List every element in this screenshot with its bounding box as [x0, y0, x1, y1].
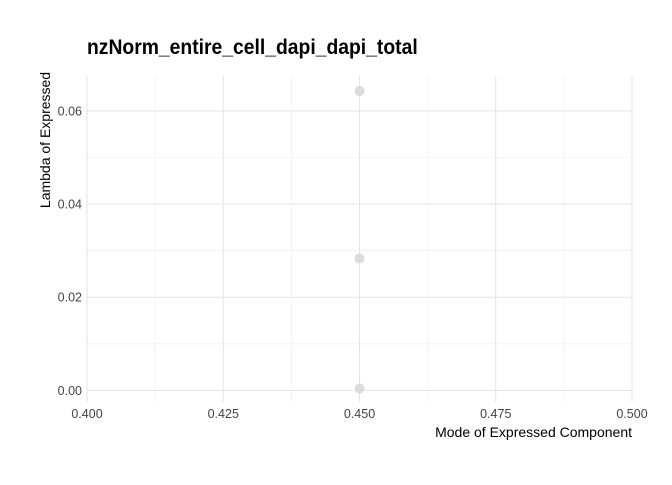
data-point [354, 383, 365, 394]
data-points [354, 85, 365, 394]
x-tick-label: 0.425 [208, 407, 239, 421]
x-tick-label: 0.400 [71, 407, 102, 421]
y-tick-label: 0.04 [58, 198, 82, 212]
x-tick-label: 0.475 [480, 407, 511, 421]
x-tick-label: 0.450 [344, 407, 375, 421]
x-axis-label: Mode of Expressed Component [435, 424, 632, 440]
data-point [354, 253, 365, 264]
y-axis-ticks: 0.00 0.02 0.04 0.06 [58, 104, 82, 397]
y-tick-label: 0.06 [58, 104, 82, 118]
y-axis-label: Lambda of Expressed [37, 72, 53, 208]
chart-title: nzNorm_entire_cell_dapi_dapi_total [87, 36, 418, 59]
x-axis-ticks: 0.400 0.425 0.450 0.475 0.500 [71, 407, 647, 421]
x-tick-label: 0.500 [616, 407, 647, 421]
gridlines [86, 76, 633, 402]
y-tick-label: 0.00 [58, 384, 82, 398]
y-tick-label: 0.02 [58, 291, 82, 305]
data-point [354, 85, 365, 96]
